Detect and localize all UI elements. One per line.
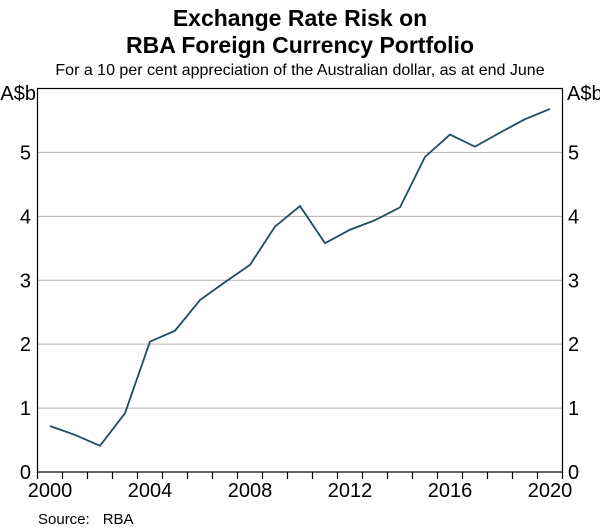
y-unit-label-left: A$b [0, 83, 36, 105]
y-tick-label-left: 2 [20, 334, 31, 356]
axes-group [36, 87, 564, 479]
y-tick-label-right: 2 [568, 334, 579, 356]
x-tick-label: 2004 [128, 480, 173, 502]
x-tick-label: 2016 [428, 480, 473, 502]
chart-title-line2: RBA Foreign Currency Portfolio [126, 32, 474, 58]
y-tick-label-left: 3 [20, 270, 31, 292]
x-tick-label: 2008 [228, 480, 273, 502]
y-tick-label-left: 1 [20, 398, 31, 420]
chart-title-line1: Exchange Rate Risk on [172, 5, 428, 31]
y-unit-label-right: A$b [567, 83, 600, 105]
gridlines-group [37, 151, 563, 409]
y-tick-label-right: 1 [568, 398, 579, 420]
x-tick-label: 2012 [328, 480, 373, 502]
data-series-group [49, 108, 551, 447]
axis-labels-group: 0 0 1 1 2 2 3 3 4 4 5 5 2000 2004 2008 2012 2016 2020 [20, 142, 579, 502]
x-tick-label: 2020 [528, 480, 573, 502]
data-line [49, 108, 551, 447]
y-tick-label-right: 4 [568, 206, 579, 228]
y-tick-label-right: 3 [568, 270, 579, 292]
y-tick-label-left: 0 [20, 462, 31, 484]
y-tick-label-right: 0 [568, 462, 579, 484]
y-tick-label-left: 4 [20, 206, 31, 228]
x-tick-label: 2000 [28, 480, 73, 502]
y-tick-label-right: 5 [568, 142, 579, 164]
source-value: RBA [102, 511, 134, 528]
plot-border [36, 87, 564, 473]
chart-title: Exchange Rate Risk on RBA Foreign Curren… [0, 5, 600, 59]
source-label: Source: [38, 511, 90, 528]
chart-subtitle: For a 10 per cent appreciation of the Au… [55, 62, 545, 79]
source-line: Source: RBA [38, 511, 134, 529]
y-tick-label-left: 5 [20, 142, 31, 164]
